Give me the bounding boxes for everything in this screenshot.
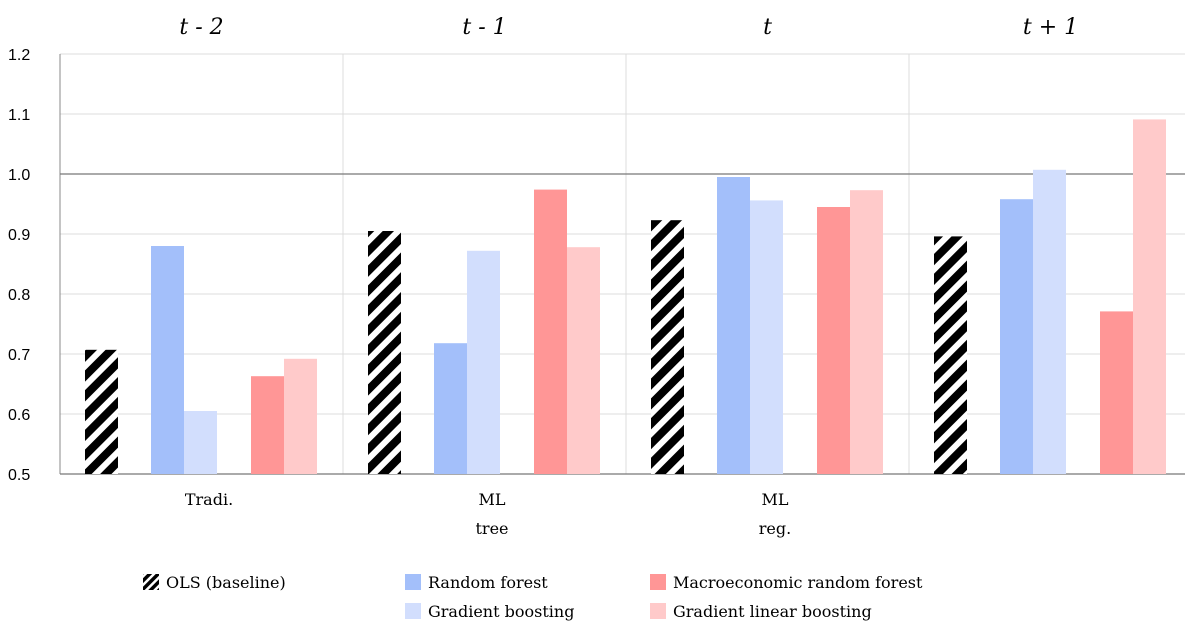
legend-label-glb: Gradient linear boosting <box>673 602 872 621</box>
bar-glb-panel-2 <box>850 190 883 474</box>
bar-gb-panel-3 <box>1033 169 1066 475</box>
y-tick-label: 0.5 <box>8 467 30 484</box>
bar-rf-panel-3 <box>1000 199 1033 474</box>
bar-mrf-panel-2 <box>817 207 850 474</box>
legend-swatch-ols <box>143 574 159 590</box>
bar-glb-panel-1 <box>567 247 600 474</box>
y-tick-label: 1.1 <box>8 107 30 124</box>
legend-label-ols: OLS (baseline) <box>166 573 286 592</box>
bar-gb-panel-1 <box>467 250 500 474</box>
y-tick-label: 1.0 <box>8 167 30 184</box>
panel-title-1: t - 1 <box>462 15 506 40</box>
y-tick-label: 1.2 <box>8 47 30 64</box>
group-label-0-line-0: Tradi. <box>185 490 233 509</box>
panel-title-2: t <box>763 15 772 40</box>
y-tick-label: 0.8 <box>8 287 30 304</box>
bar-gb-panel-2 <box>750 200 783 474</box>
group-label-2-line-0: ML <box>761 490 788 509</box>
bar-ols-panel-1 <box>368 231 401 474</box>
legend-label-mrf: Macroeconomic random forest <box>673 573 923 592</box>
group-label-2-line-1: reg. <box>759 519 791 538</box>
group-labels: Tradi. ML tree ML reg. <box>185 490 791 538</box>
legend-swatch-mrf <box>650 574 666 590</box>
bar-rf-panel-0 <box>151 246 184 474</box>
bar-gb-panel-0 <box>184 411 217 474</box>
group-label-1-line-1: tree <box>475 519 508 538</box>
bars <box>85 119 1166 475</box>
panel-titles: t - 2 t - 1 t t + 1 <box>179 15 1078 40</box>
y-tick-label: 0.7 <box>8 347 30 364</box>
y-tick-label: 0.9 <box>8 227 30 244</box>
legend-swatch-gb <box>405 603 421 619</box>
bar-ols-panel-2 <box>651 220 684 474</box>
y-axis: 0.5 0.6 0.7 0.8 0.9 1.0 1.1 1.2 <box>8 47 30 484</box>
panel-title-3: t + 1 <box>1023 15 1078 40</box>
bar-rf-panel-1 <box>434 343 467 474</box>
bar-glb-panel-0 <box>284 358 317 474</box>
legend-swatch-rf <box>405 574 421 590</box>
legend-label-rf: Random forest <box>428 573 548 592</box>
bar-rf-panel-2 <box>717 177 750 474</box>
bar-ols-panel-0 <box>85 349 118 474</box>
bar-mrf-panel-3 <box>1100 311 1133 474</box>
bar-mrf-panel-0 <box>251 376 284 474</box>
bar-mrf-panel-1 <box>534 189 567 474</box>
legend: OLS (baseline) Random forest Gradient boos… <box>143 573 923 621</box>
legend-swatch-glb <box>650 603 666 619</box>
panel-title-0: t - 2 <box>179 15 223 40</box>
bar-ols-panel-3 <box>934 236 967 474</box>
legend-label-gb: Gradient boosting <box>428 602 574 621</box>
group-label-1-line-0: ML <box>478 490 505 509</box>
bar-glb-panel-3 <box>1133 119 1166 475</box>
y-tick-label: 0.6 <box>8 407 30 424</box>
